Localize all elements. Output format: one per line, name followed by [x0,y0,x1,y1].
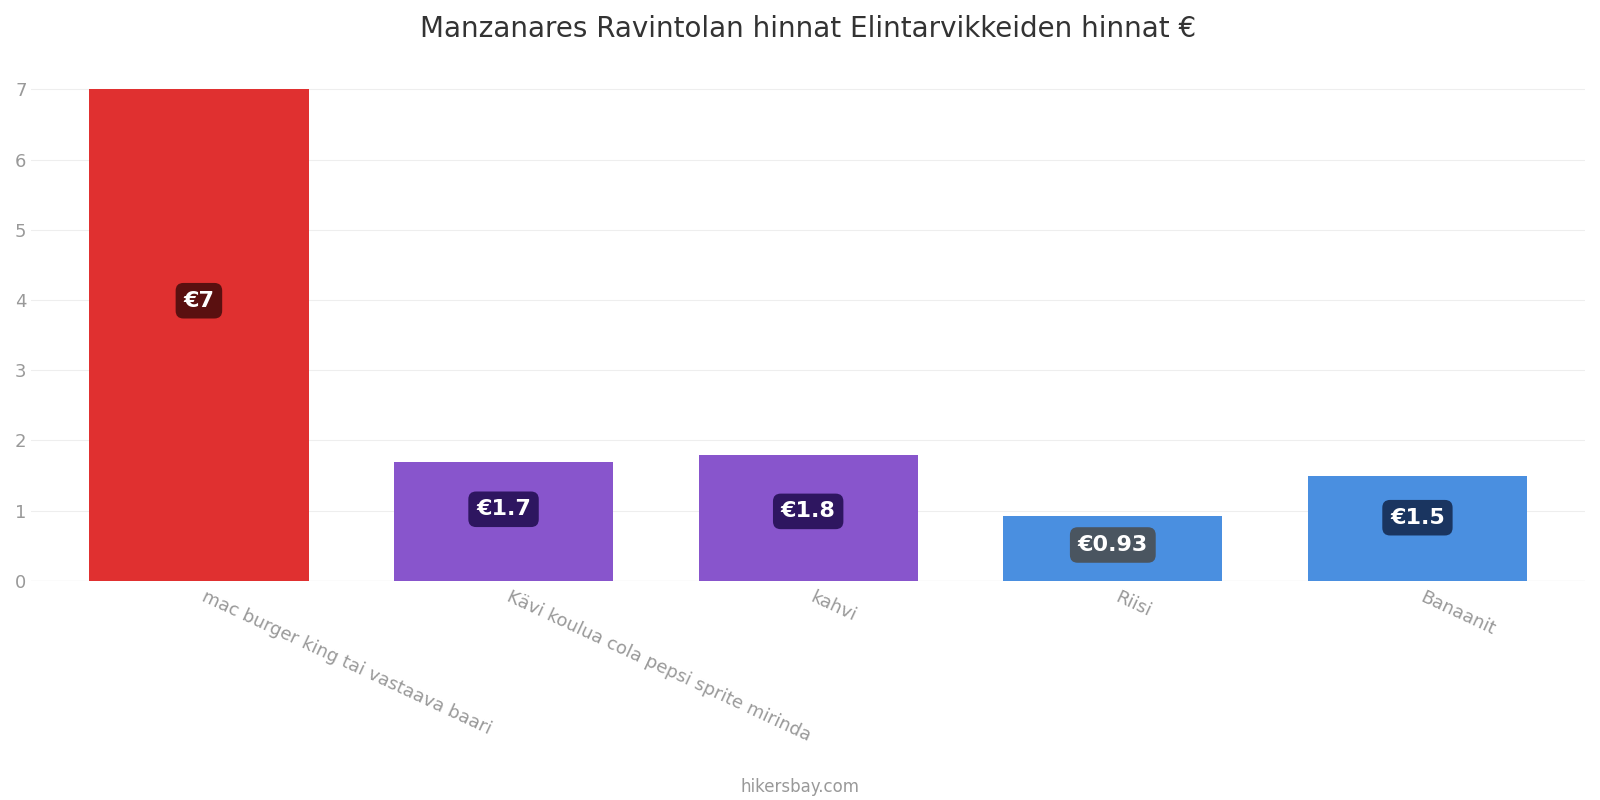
Bar [1003,515,1222,581]
Text: €1.5: €1.5 [1390,508,1445,528]
Title: Manzanares Ravintolan hinnat Elintarvikkeiden hinnat €: Manzanares Ravintolan hinnat Elintarvikk… [421,15,1197,43]
Bar [1307,475,1526,581]
Bar [90,90,309,581]
Text: €1.7: €1.7 [477,499,531,519]
Text: €1.8: €1.8 [781,502,835,522]
Bar [394,462,613,581]
Text: €7: €7 [184,290,214,310]
Text: €0.93: €0.93 [1078,535,1147,555]
Bar [699,454,918,581]
Text: hikersbay.com: hikersbay.com [741,778,859,796]
